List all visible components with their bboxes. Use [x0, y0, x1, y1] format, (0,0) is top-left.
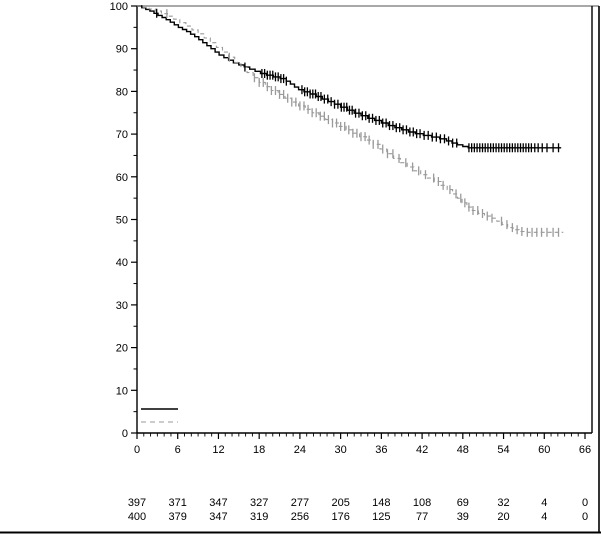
x-tick-label: 0 [134, 444, 140, 456]
x-tick-label: 18 [253, 444, 265, 456]
figure-border [0, 6, 601, 534]
y-tick-label: 10 [116, 385, 128, 397]
x-tick-label: 42 [416, 444, 428, 456]
x-tick-label: 24 [294, 444, 306, 456]
y-tick-label: 0 [122, 428, 128, 440]
x-tick-label: 12 [212, 444, 224, 456]
survival-curve-group-1-solid [137, 5, 562, 149]
legend [141, 408, 178, 423]
y-tick-label: 100 [110, 1, 128, 13]
x-axis: 0 6 12 18 24 30 36 42 48 54 60 66 [134, 432, 592, 456]
at-risk-count-group-1-solid: 4 [541, 497, 547, 509]
at-risk-count-group-2-dashed: 125 [372, 511, 390, 523]
y-tick-label: 90 [116, 44, 128, 56]
at-risk-count-group-1-solid: 69 [457, 497, 469, 509]
at-risk-count-group-2-dashed: 0 [582, 511, 588, 523]
y-tick-label: 80 [116, 86, 128, 98]
at-risk-count-group-1-solid: 347 [209, 497, 227, 509]
at-risk-count-group-1-solid: 32 [497, 497, 509, 509]
y-tick-label: 50 [116, 215, 128, 227]
y-tick-label: 40 [116, 257, 128, 269]
y-axis: 0 10 20 30 40 50 60 70 80 90 100 [110, 1, 138, 440]
x-tick-label: 54 [497, 444, 509, 456]
at-risk-count-group-2-dashed: 319 [250, 511, 268, 523]
at-risk-count-group-2-dashed: 4 [541, 511, 547, 523]
plot-frame [137, 5, 599, 433]
at-risk-table: 397 371 347 327 277 205 148 108 69 32 4 0 400 379 347 3… [128, 497, 588, 523]
at-risk-count-group-1-solid: 371 [169, 497, 187, 509]
at-risk-count-group-2-dashed: 256 [291, 511, 309, 523]
at-risk-count-group-1-solid: 277 [291, 497, 309, 509]
censor-marks [156, 8, 560, 237]
at-risk-count-group-2-dashed: 347 [209, 511, 227, 523]
x-tick-label: 36 [375, 444, 387, 456]
y-tick-label: 60 [116, 172, 128, 184]
at-risk-count-group-1-solid: 108 [413, 497, 431, 509]
at-risk-count-group-1-solid: 148 [372, 497, 390, 509]
at-risk-count-group-1-solid: 0 [582, 497, 588, 509]
x-tick-label: 30 [335, 444, 347, 456]
survival-curves [137, 5, 564, 233]
at-risk-count-group-1-solid: 327 [250, 497, 268, 509]
survival-curve-group-2-dashed [137, 5, 564, 233]
at-risk-count-group-2-dashed: 39 [457, 511, 469, 523]
at-risk-count-group-2-dashed: 176 [331, 511, 349, 523]
at-risk-count-group-1-solid: 205 [331, 497, 349, 509]
y-tick-label: 20 [116, 343, 128, 355]
x-tick-label: 60 [538, 444, 550, 456]
x-tick-label: 6 [175, 444, 181, 456]
x-tick-label: 48 [457, 444, 469, 456]
at-risk-count-group-2-dashed: 400 [128, 511, 146, 523]
at-risk-count-group-1-solid: 397 [128, 497, 146, 509]
y-tick-label: 70 [116, 129, 128, 141]
at-risk-count-group-2-dashed: 20 [497, 511, 509, 523]
x-tick-label: 66 [579, 444, 591, 456]
at-risk-count-group-2-dashed: 379 [169, 511, 187, 523]
at-risk-count-group-2-dashed: 77 [416, 511, 428, 523]
y-tick-label: 30 [116, 300, 128, 312]
